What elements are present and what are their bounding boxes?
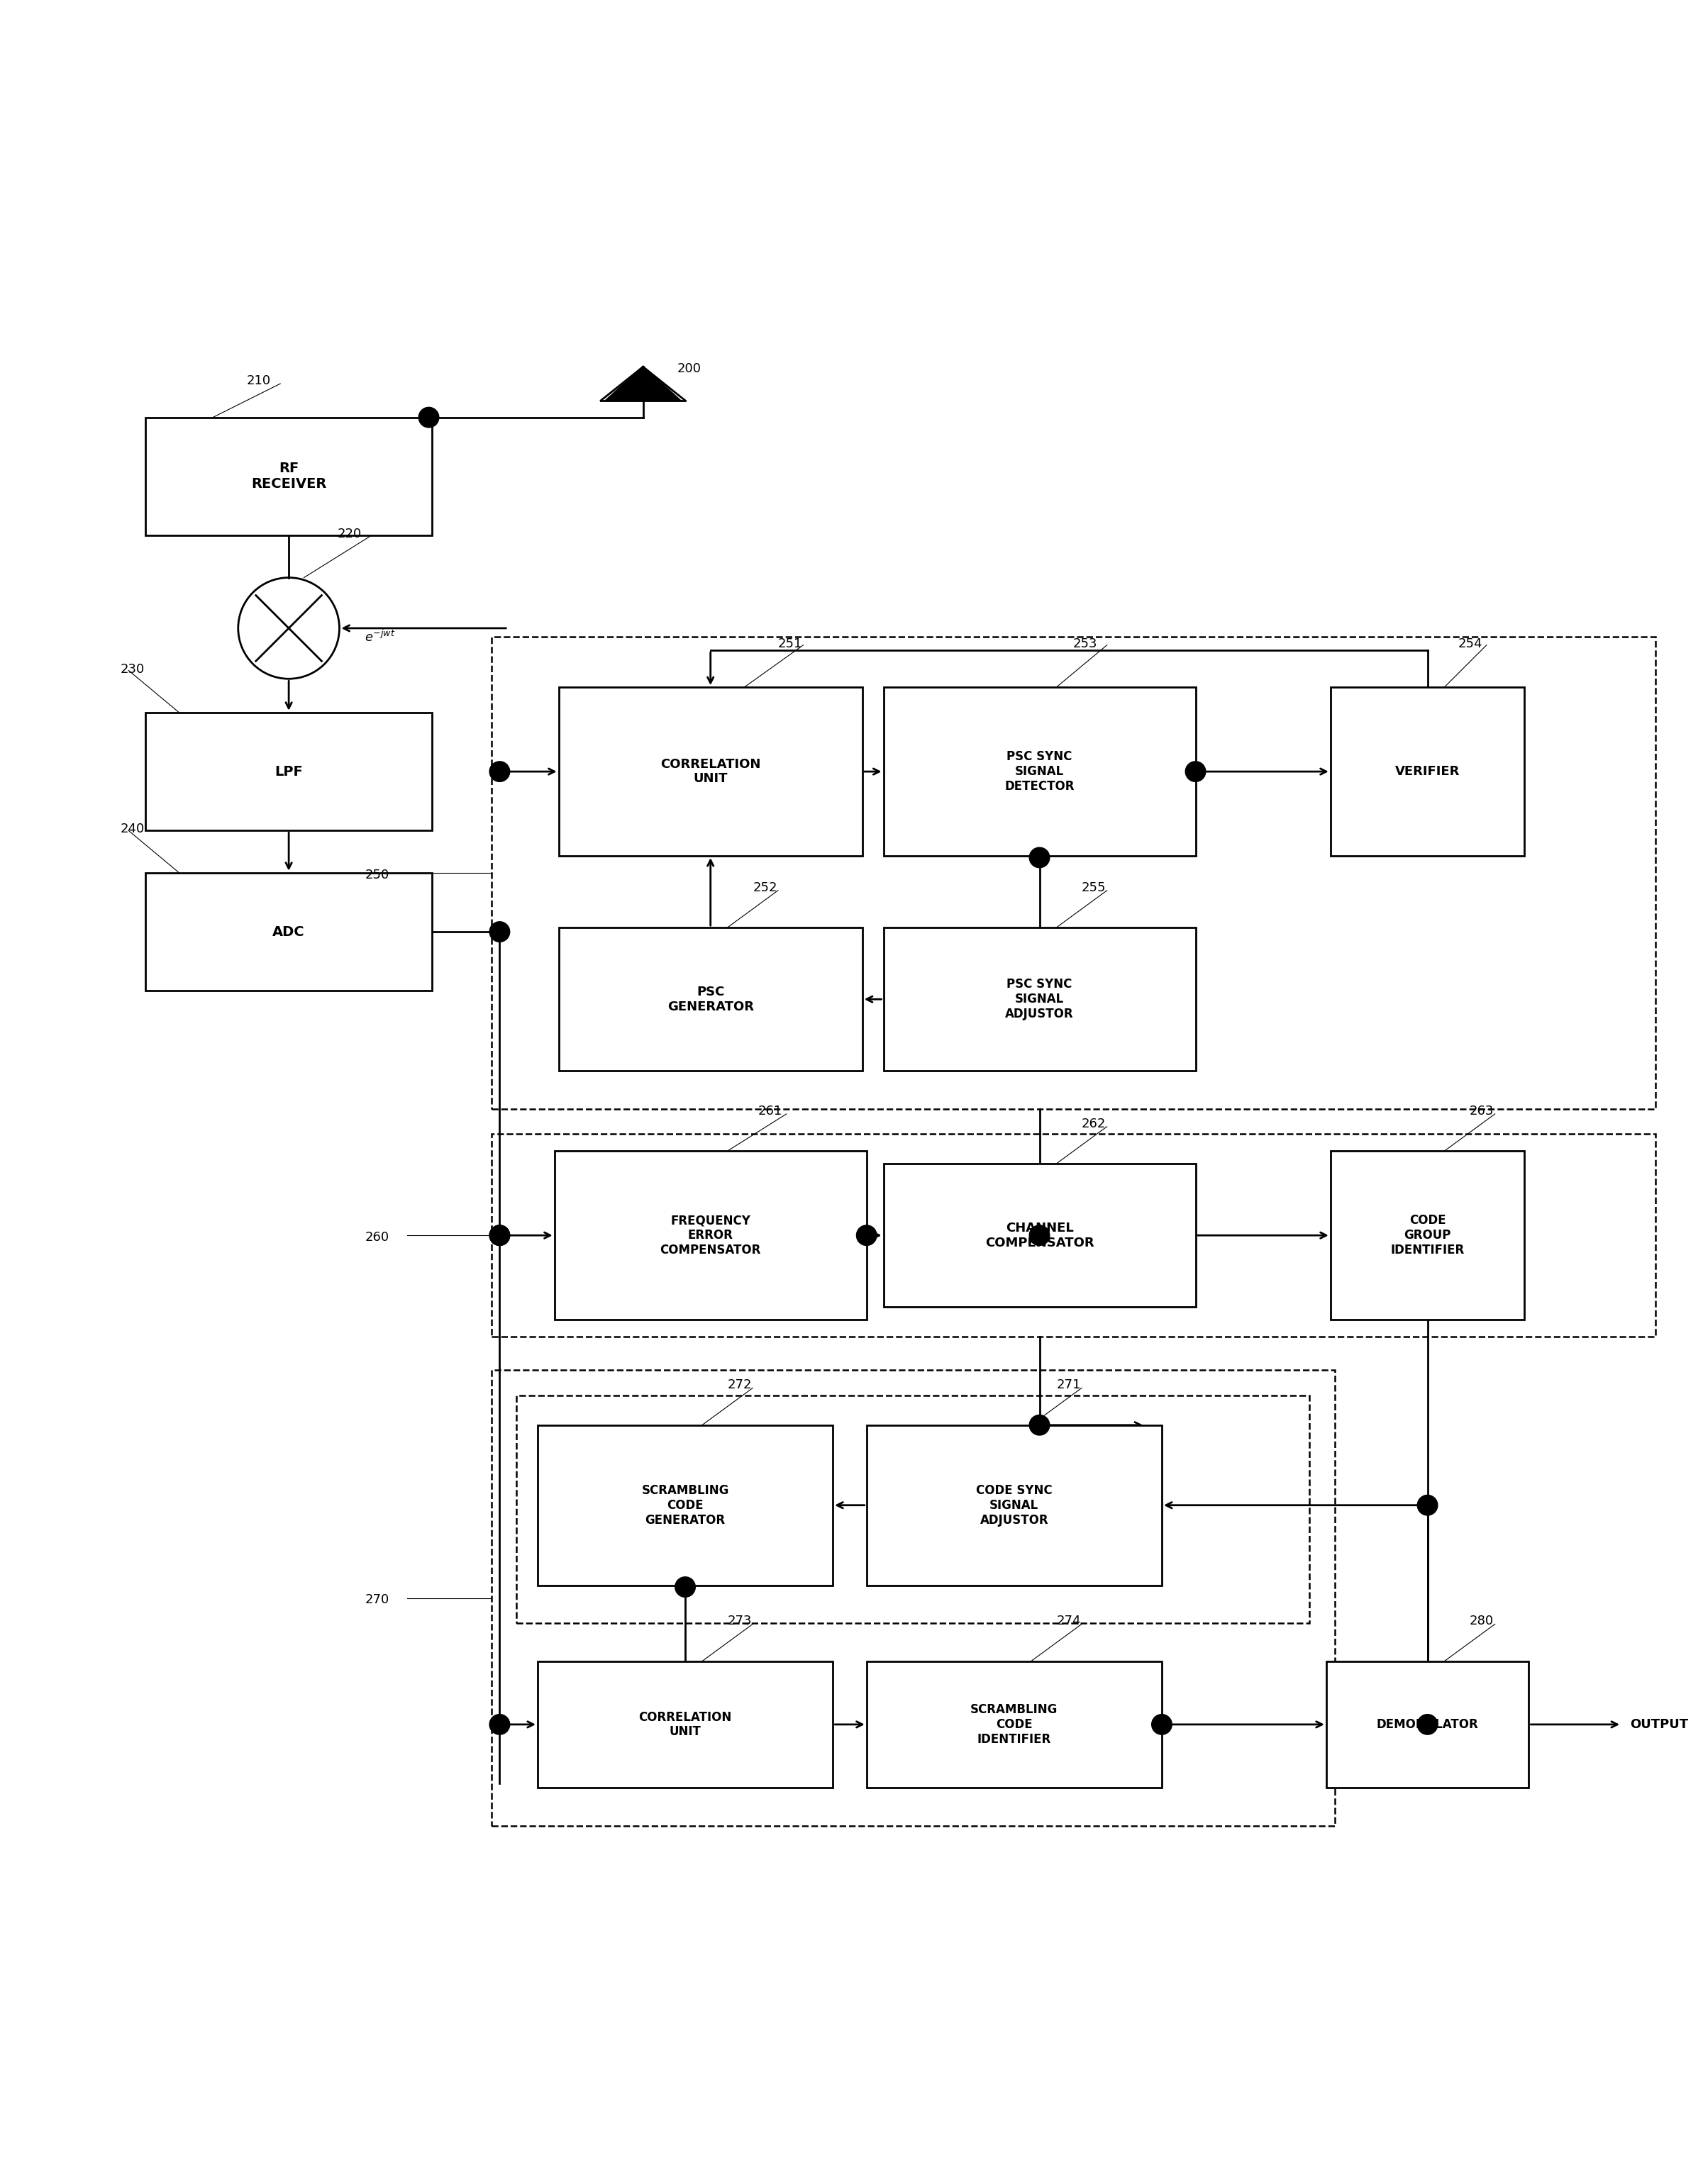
Text: 253: 253 xyxy=(1073,638,1098,651)
FancyBboxPatch shape xyxy=(884,928,1196,1070)
Text: 210: 210 xyxy=(247,373,271,387)
Text: 260: 260 xyxy=(364,1232,388,1245)
Text: 252: 252 xyxy=(753,880,777,893)
Text: LPF: LPF xyxy=(274,764,303,778)
FancyBboxPatch shape xyxy=(559,688,862,856)
FancyBboxPatch shape xyxy=(1330,1151,1524,1319)
Text: CODE
GROUP
IDENTIFIER: CODE GROUP IDENTIFIER xyxy=(1391,1214,1465,1256)
FancyBboxPatch shape xyxy=(1330,688,1524,856)
Text: 263: 263 xyxy=(1470,1105,1494,1118)
Text: PSC SYNC
SIGNAL
ADJUSTOR: PSC SYNC SIGNAL ADJUSTOR xyxy=(1005,978,1075,1020)
Text: 271: 271 xyxy=(1056,1378,1081,1391)
FancyBboxPatch shape xyxy=(884,688,1196,856)
Text: FREQUENCY
ERROR
COMPENSATOR: FREQUENCY ERROR COMPENSATOR xyxy=(661,1214,761,1256)
Text: ADC: ADC xyxy=(272,926,305,939)
Text: CORRELATION
UNIT: CORRELATION UNIT xyxy=(639,1710,732,1738)
Text: 255: 255 xyxy=(1081,880,1107,893)
Text: 254: 254 xyxy=(1458,638,1482,651)
Text: RF
RECEIVER: RF RECEIVER xyxy=(250,461,327,491)
Text: 261: 261 xyxy=(758,1105,782,1118)
Text: 220: 220 xyxy=(337,529,363,539)
Text: 274: 274 xyxy=(1056,1614,1081,1627)
Text: DEMODULATOR: DEMODULATOR xyxy=(1376,1719,1478,1732)
Circle shape xyxy=(489,1714,509,1734)
Circle shape xyxy=(674,1577,695,1597)
Text: 262: 262 xyxy=(1081,1118,1105,1129)
FancyBboxPatch shape xyxy=(867,1426,1161,1586)
Circle shape xyxy=(489,1225,509,1245)
Text: CORRELATION
UNIT: CORRELATION UNIT xyxy=(661,758,761,786)
Text: 250: 250 xyxy=(364,869,388,880)
Circle shape xyxy=(1029,847,1049,867)
Text: $e^{-jwt}$: $e^{-jwt}$ xyxy=(364,629,395,644)
FancyBboxPatch shape xyxy=(884,1164,1196,1306)
Text: 251: 251 xyxy=(778,638,802,651)
FancyBboxPatch shape xyxy=(538,1426,833,1586)
FancyBboxPatch shape xyxy=(559,928,862,1070)
Text: SCRAMBLING
CODE
GENERATOR: SCRAMBLING CODE GENERATOR xyxy=(642,1485,729,1527)
Polygon shape xyxy=(606,367,679,400)
Circle shape xyxy=(1029,1415,1049,1435)
Text: 280: 280 xyxy=(1470,1614,1494,1627)
Circle shape xyxy=(489,1225,509,1245)
FancyBboxPatch shape xyxy=(145,417,433,535)
FancyBboxPatch shape xyxy=(538,1662,833,1789)
Text: CODE SYNC
SIGNAL
ADJUSTOR: CODE SYNC SIGNAL ADJUSTOR xyxy=(976,1485,1052,1527)
Circle shape xyxy=(857,1225,877,1245)
FancyBboxPatch shape xyxy=(867,1662,1161,1789)
Text: CHANNEL
COMPENSATOR: CHANNEL COMPENSATOR xyxy=(984,1221,1093,1249)
Circle shape xyxy=(1029,1225,1049,1245)
Text: 240: 240 xyxy=(119,823,145,836)
FancyBboxPatch shape xyxy=(145,712,433,830)
Text: 272: 272 xyxy=(727,1378,751,1391)
Circle shape xyxy=(1417,1496,1437,1516)
FancyBboxPatch shape xyxy=(145,874,433,992)
Text: 270: 270 xyxy=(364,1594,388,1607)
Circle shape xyxy=(1151,1714,1172,1734)
Text: VERIFIER: VERIFIER xyxy=(1395,764,1459,778)
Circle shape xyxy=(419,406,439,428)
Text: PSC
GENERATOR: PSC GENERATOR xyxy=(668,985,754,1013)
Text: OUTPUT: OUTPUT xyxy=(1630,1719,1688,1732)
Circle shape xyxy=(1185,762,1206,782)
FancyBboxPatch shape xyxy=(555,1151,867,1319)
Circle shape xyxy=(1417,1714,1437,1734)
Text: 230: 230 xyxy=(119,662,145,675)
FancyBboxPatch shape xyxy=(1327,1662,1529,1789)
Circle shape xyxy=(489,762,509,782)
Text: PSC SYNC
SIGNAL
DETECTOR: PSC SYNC SIGNAL DETECTOR xyxy=(1005,751,1075,793)
Circle shape xyxy=(489,922,509,941)
Text: 200: 200 xyxy=(676,363,702,376)
Text: SCRAMBLING
CODE
IDENTIFIER: SCRAMBLING CODE IDENTIFIER xyxy=(971,1704,1058,1745)
Text: 273: 273 xyxy=(727,1614,751,1627)
